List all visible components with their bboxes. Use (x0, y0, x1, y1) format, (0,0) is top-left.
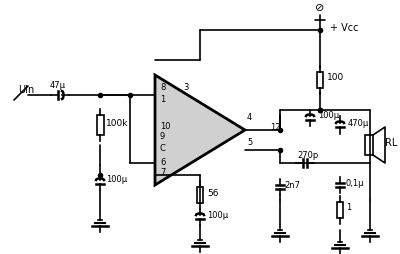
Text: 100µ: 100µ (318, 112, 339, 120)
Bar (97, 115, 104, 135)
Polygon shape (155, 75, 245, 185)
Bar (337, 202, 343, 218)
Text: RL: RL (385, 138, 397, 148)
Text: 9: 9 (160, 132, 165, 141)
Text: 1: 1 (160, 95, 165, 104)
Bar (197, 187, 203, 203)
Text: 100: 100 (327, 73, 344, 83)
Text: 0,1µ: 0,1µ (345, 179, 364, 187)
Text: 270p: 270p (297, 151, 318, 160)
Text: 7: 7 (160, 168, 165, 177)
Text: 47µ: 47µ (50, 81, 66, 89)
Text: 100µ: 100µ (207, 211, 228, 219)
Bar (365, 135, 373, 155)
Text: 470µ: 470µ (348, 119, 369, 128)
Text: 56: 56 (207, 188, 218, 198)
Text: 6: 6 (160, 158, 165, 167)
Text: 5: 5 (247, 138, 252, 147)
Text: 10: 10 (160, 122, 170, 131)
Text: C: C (160, 144, 166, 153)
Text: 2n7: 2n7 (284, 181, 300, 189)
Text: 100µ: 100µ (106, 176, 127, 184)
Text: 1: 1 (346, 203, 351, 213)
Bar (317, 72, 323, 88)
Text: UIn: UIn (18, 85, 34, 95)
Text: 12: 12 (270, 123, 280, 133)
Text: 8: 8 (160, 83, 165, 92)
Text: ⊘: ⊘ (315, 3, 325, 13)
Text: + Vcc: + Vcc (330, 23, 358, 33)
Text: 3: 3 (183, 83, 188, 92)
Text: 100k: 100k (106, 119, 128, 128)
Text: 4: 4 (247, 113, 252, 122)
